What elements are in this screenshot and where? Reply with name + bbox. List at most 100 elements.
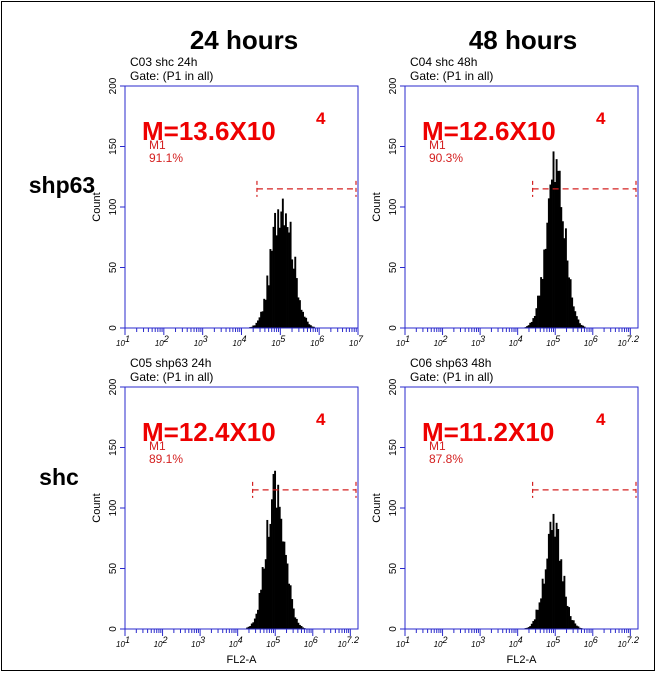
histogram-bar: [288, 583, 290, 629]
column-header-48h: 48 hours: [469, 25, 577, 55]
histogram-bar: [530, 623, 533, 629]
x-axis-label: FL2-A: [507, 654, 538, 666]
histogram-bar: [308, 324, 311, 328]
x-tick-label: 104: [509, 635, 523, 649]
histogram-bar: [529, 626, 532, 629]
panel-gate-subtitle: Gate: (P1 in all): [130, 370, 213, 384]
histogram-bar: [253, 325, 256, 328]
histogram-bar: [267, 285, 270, 328]
panel-gate-subtitle: Gate: (P1 in all): [410, 370, 493, 384]
histogram-bar: [575, 625, 578, 629]
x-tick-label: 107.2: [338, 635, 359, 649]
histogram-bar: [291, 259, 294, 328]
histogram-bar: [574, 311, 577, 328]
histogram-bar: [258, 593, 261, 629]
x-tick-label: 106: [584, 334, 598, 348]
gate-percent: 89.1%: [149, 452, 183, 466]
histogram-bar: [280, 518, 283, 629]
histogram-bar: [278, 227, 281, 328]
y-axis-label: Count: [91, 192, 103, 221]
histogram-bar: [264, 299, 267, 328]
y-tick-label: 50: [108, 262, 119, 274]
y-tick-label: 200: [388, 77, 399, 94]
histogram-bar: [298, 300, 301, 328]
gate-name: M1: [429, 138, 446, 152]
histogram-bar: [575, 316, 578, 328]
histogram-bar: [552, 151, 555, 328]
histogram-bar: [537, 295, 539, 328]
mean-annotation-exponent: 4: [596, 410, 606, 429]
x-tick-label: 103: [471, 334, 485, 348]
histogram-bar: [561, 221, 564, 328]
y-tick-label: 0: [108, 626, 119, 632]
histogram-bar: [558, 170, 561, 328]
mean-annotation: M=13.6X10: [142, 116, 276, 146]
histogram-bar: [566, 260, 569, 328]
x-tick-label: 102: [434, 635, 448, 649]
histogram-bar: [568, 277, 570, 328]
histogram-bar: [294, 617, 297, 629]
x-tick-label: 107.2: [618, 635, 639, 649]
panel-title: C05 shp63 24h: [130, 356, 211, 370]
histogram-bar: [272, 473, 275, 629]
histogram-bar: [261, 311, 264, 328]
histogram-bar: [281, 541, 284, 629]
histogram-bar: [564, 596, 567, 629]
y-axis-label: Count: [371, 493, 383, 522]
histogram-bar: [297, 622, 300, 629]
y-tick-label: 200: [108, 378, 119, 395]
x-tick-label: 102: [154, 635, 168, 649]
histogram-bar: [527, 325, 530, 328]
histogram-bar: [527, 627, 530, 629]
gate-name: M1: [429, 439, 446, 453]
histogram-bar: [560, 559, 563, 629]
x-tick-label: 103: [471, 635, 485, 649]
histogram-bar: [283, 225, 286, 328]
histogram-bar: [529, 322, 532, 328]
histogram-bar: [284, 213, 287, 328]
histogram-bar: [266, 519, 269, 629]
histogram-bar: [540, 277, 543, 328]
histogram-bar: [267, 536, 270, 629]
histogram-bar: [547, 533, 550, 629]
histogram-bar: [261, 567, 264, 629]
histogram-bar: [526, 326, 529, 328]
histogram-bar: [578, 323, 581, 328]
histogram-bar: [277, 209, 280, 328]
mean-annotation: M=12.6X10: [422, 116, 556, 146]
histogram-bar: [571, 620, 574, 629]
histogram-bar: [269, 523, 272, 629]
histogram-bar: [300, 626, 303, 629]
gate-percent: 87.8%: [429, 452, 463, 466]
histogram-bar: [289, 221, 292, 328]
histogram-bar: [294, 256, 297, 328]
histogram-bar: [309, 325, 312, 328]
x-tick-label: 105: [546, 334, 561, 348]
y-tick-label: 150: [108, 439, 119, 456]
panel-title: C04 shc 48h: [410, 55, 477, 69]
y-tick-label: 50: [388, 563, 399, 575]
x-tick-label: 103: [194, 334, 208, 348]
mean-annotation-exponent: 4: [596, 109, 606, 128]
histogram-bar: [566, 605, 569, 629]
histogram-bar: [300, 309, 303, 328]
histogram-bar: [260, 589, 263, 629]
histogram-bar: [551, 179, 553, 328]
histogram-bar: [288, 232, 290, 328]
y-tick-label: 0: [388, 626, 399, 632]
histogram-bar: [258, 317, 261, 328]
y-tick-label: 100: [108, 499, 119, 516]
histogram-bar: [560, 207, 563, 328]
panel-gate-subtitle: Gate: (P1 in all): [130, 69, 213, 83]
histogram-bar: [554, 536, 557, 629]
gate-percent: 90.3%: [429, 151, 463, 165]
x-tick-label: 105: [271, 334, 286, 348]
histogram-bar: [249, 626, 252, 629]
histogram-bar: [530, 321, 533, 328]
histogram-bar: [554, 182, 557, 328]
histogram-bar: [292, 268, 295, 328]
gate-name: M1: [149, 138, 166, 152]
y-tick-label: 50: [388, 262, 399, 274]
